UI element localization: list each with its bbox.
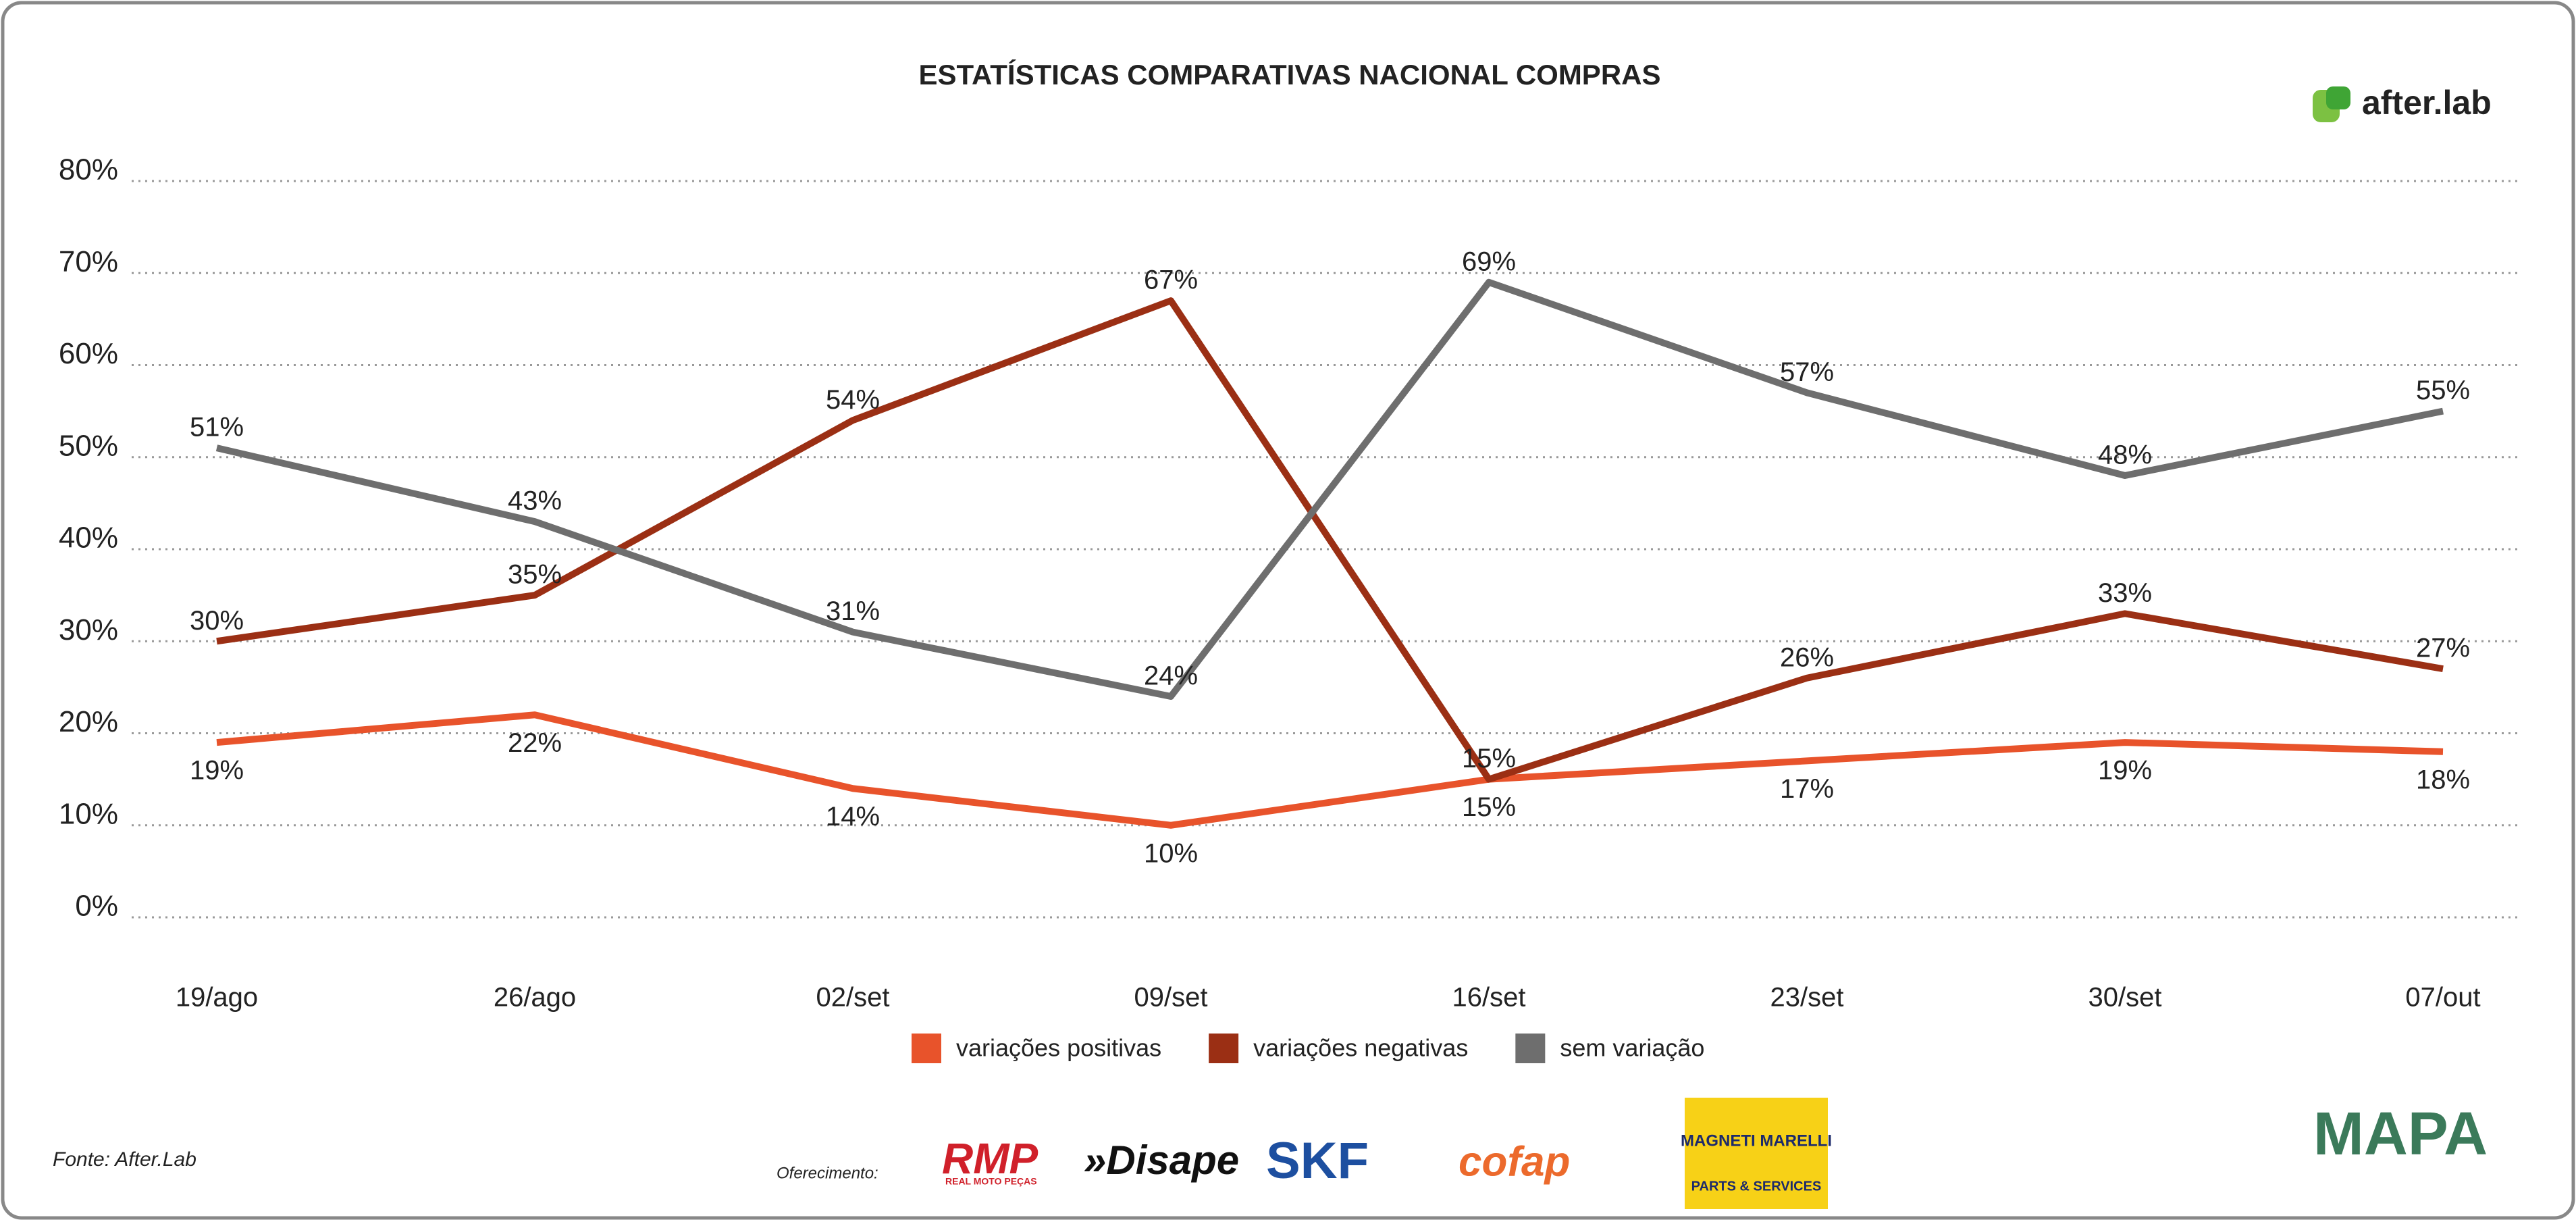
- value-label: 10%: [1144, 838, 1198, 868]
- value-label: 67%: [1144, 265, 1198, 295]
- y-tick-label: 0%: [75, 890, 118, 923]
- value-label: 31%: [826, 596, 880, 626]
- x-tick-label: 02/set: [816, 983, 890, 1013]
- sponsor-box: [1685, 1098, 1828, 1209]
- sponsor-logo: MAPA: [2313, 1100, 2488, 1168]
- value-label: 54%: [826, 385, 880, 415]
- value-label: 69%: [1462, 247, 1516, 276]
- sponsor-logo: »Disape: [1084, 1138, 1239, 1183]
- value-label: 51%: [190, 413, 244, 442]
- sponsor-logo: REAL MOTO PEÇAS: [945, 1176, 1037, 1187]
- y-tick-label: 10%: [59, 797, 118, 830]
- x-tick-label: 23/set: [1770, 983, 1844, 1013]
- value-label: 27%: [2416, 634, 2470, 663]
- sponsor-logo: RMP: [942, 1134, 1039, 1183]
- y-tick-label: 40%: [59, 521, 118, 555]
- sponsors-label: Oferecimento:: [777, 1164, 878, 1182]
- value-label: 19%: [190, 756, 244, 786]
- y-tick-label: 60%: [59, 337, 118, 370]
- y-tick-label: 50%: [59, 429, 118, 462]
- sponsor-logo: MAGNETI MARELLI: [1681, 1131, 1832, 1150]
- y-tick-label: 80%: [59, 153, 118, 186]
- legend-swatch: [912, 1034, 941, 1063]
- legend-swatch: [1209, 1034, 1239, 1063]
- value-label: 15%: [1462, 792, 1516, 822]
- value-label: 22%: [508, 728, 562, 758]
- x-tick-label: 16/set: [1452, 983, 1526, 1013]
- value-label: 55%: [2416, 376, 2470, 405]
- value-label: 48%: [2098, 440, 2152, 470]
- legend-label: sem variação: [1560, 1034, 1704, 1062]
- x-tick-label: 19/ago: [176, 983, 258, 1013]
- x-tick-label: 07/out: [2405, 983, 2480, 1013]
- x-tick-label: 26/ago: [494, 983, 576, 1013]
- brand-logo: after.lab: [2313, 84, 2492, 122]
- value-label: 15%: [1462, 744, 1516, 773]
- value-label: 43%: [508, 486, 562, 516]
- sponsor-logo: PARTS & SERVICES: [1691, 1179, 1822, 1194]
- value-label: 19%: [2098, 756, 2152, 786]
- sponsor-logo: cofap: [1458, 1138, 1570, 1185]
- series-line: [216, 297, 2444, 783]
- x-tick-label: 30/set: [2088, 983, 2162, 1013]
- y-tick-label: 70%: [59, 245, 118, 278]
- value-label: 57%: [1780, 357, 1834, 387]
- value-label: 26%: [1780, 642, 1834, 672]
- legend-swatch: [1515, 1034, 1546, 1063]
- series-line: [215, 278, 2444, 700]
- y-tick-label: 20%: [59, 705, 118, 738]
- value-label: 17%: [1780, 774, 1834, 804]
- series-line: [216, 711, 2444, 829]
- y-tick-label: 30%: [59, 613, 118, 646]
- value-label: 24%: [1144, 661, 1198, 691]
- sponsor-logo: SKF: [1266, 1132, 1369, 1190]
- source: Fonte: After.Lab: [53, 1148, 196, 1171]
- value-label: 35%: [508, 560, 562, 590]
- x-tick-label: 09/set: [1134, 983, 1208, 1013]
- value-label: 30%: [190, 606, 244, 636]
- value-label: 33%: [2098, 578, 2152, 608]
- chart-title: ESTATÍSTICAS COMPARATIVAS NACIONAL COMPR…: [918, 59, 1660, 91]
- brand-icon: [2326, 86, 2350, 109]
- legend-label: variações positivas: [956, 1034, 1161, 1062]
- legend-label: variações negativas: [1253, 1034, 1468, 1062]
- value-label: 18%: [2416, 765, 2470, 794]
- brand-text: after.lab: [2362, 84, 2492, 122]
- value-label: 14%: [826, 802, 880, 832]
